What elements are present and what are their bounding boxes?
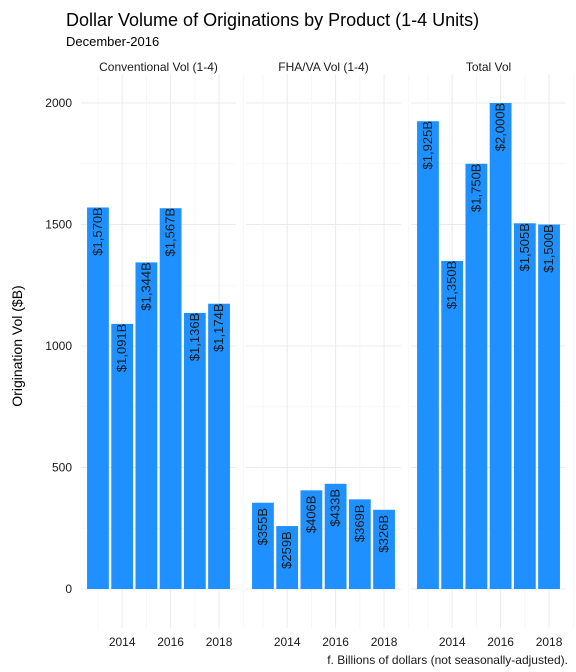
x-tick-label: 2014 — [439, 635, 466, 649]
panel: Total Vol $1,925B $1,350B $1,750B $2,000B $1,… — [411, 60, 574, 649]
data-label: $1,925B — [420, 121, 435, 169]
bar — [87, 207, 109, 590]
data-label: $406B — [303, 496, 318, 534]
data-label: $1,344B — [138, 262, 153, 310]
x-tick-label: 2016 — [157, 635, 184, 649]
data-label: $1,500B — [541, 224, 556, 272]
y-tick-label: 1000 — [45, 339, 72, 353]
data-label: $259B — [279, 531, 294, 569]
panel: FHA/VA Vol (1-4) $355B $259B $406B $433B $369… — [246, 60, 409, 649]
y-tick-label: 500 — [52, 461, 72, 475]
x-tick-label: 2018 — [371, 635, 398, 649]
panels: Conventional Vol (1-4) $1,570B $1,091B $1,3… — [81, 60, 574, 649]
bar — [276, 526, 299, 589]
data-label: $1,350B — [444, 261, 459, 309]
bar — [183, 312, 206, 589]
bar — [111, 323, 134, 589]
y-axis: 0 500 1000 1500 2000 — [45, 96, 72, 596]
data-label: $1,136B — [187, 313, 202, 361]
x-tick-label: 2016 — [322, 635, 349, 649]
panel-title: Total Vol — [466, 60, 511, 74]
bar — [208, 303, 230, 589]
data-label: $1,091B — [114, 324, 129, 372]
bar — [300, 490, 323, 589]
bar — [324, 483, 347, 589]
y-tick-label: 2000 — [45, 96, 72, 110]
bar — [538, 224, 560, 589]
y-tick-label: 0 — [65, 582, 72, 596]
panel-title: FHA/VA Vol (1-4) — [278, 60, 368, 74]
data-label: $1,750B — [468, 164, 483, 212]
x-tick-label: 2016 — [487, 635, 514, 649]
data-label: $1,567B — [163, 208, 178, 256]
data-label: $433B — [328, 489, 343, 527]
x-tick-label: 2014 — [109, 635, 136, 649]
x-tick-label: 2018 — [536, 635, 563, 649]
bar — [441, 260, 464, 589]
y-axis-label: Origination Vol ($B) — [9, 285, 25, 406]
data-label: $1,505B — [517, 223, 532, 271]
bar — [513, 223, 536, 589]
chart-caption: f. Billions of dollars (not seasonally-a… — [327, 653, 568, 667]
bar — [348, 499, 371, 589]
chart-subtitle: December-2016 — [66, 34, 159, 49]
data-label: $1,570B — [90, 207, 105, 255]
data-label: $2,000B — [493, 103, 508, 151]
data-label: $369B — [352, 505, 367, 543]
bar — [465, 163, 488, 589]
x-tick-label: 2014 — [274, 635, 301, 649]
bar — [417, 121, 439, 589]
bar — [373, 509, 395, 589]
data-label: $355B — [255, 508, 270, 546]
panel: Conventional Vol (1-4) $1,570B $1,091B $1,3… — [81, 60, 244, 649]
data-label: $1,174B — [211, 303, 226, 351]
y-tick-label: 1500 — [45, 218, 72, 232]
chart-title: Dollar Volume of Originations by Product… — [66, 10, 479, 30]
bar — [159, 208, 182, 589]
panel-title: Conventional Vol (1-4) — [99, 60, 218, 74]
data-label: $326B — [376, 515, 391, 553]
bar — [135, 262, 158, 589]
x-tick-label: 2018 — [206, 635, 233, 649]
bar — [489, 103, 512, 589]
bar — [252, 502, 274, 589]
